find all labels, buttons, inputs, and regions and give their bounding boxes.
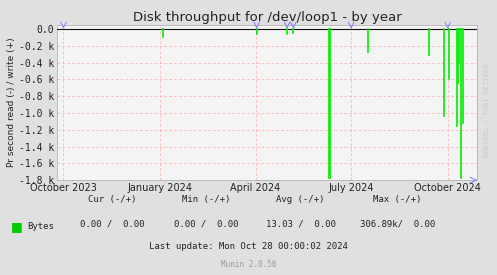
Text: 0.00 /  0.00: 0.00 / 0.00	[80, 220, 144, 229]
Text: 0.00 /  0.00: 0.00 / 0.00	[174, 220, 239, 229]
Text: Avg (-/+): Avg (-/+)	[276, 195, 325, 204]
Text: 306.89k/  0.00: 306.89k/ 0.00	[360, 220, 435, 229]
Text: Last update: Mon Oct 28 00:00:02 2024: Last update: Mon Oct 28 00:00:02 2024	[149, 242, 348, 251]
Text: Munin 2.0.56: Munin 2.0.56	[221, 260, 276, 269]
Y-axis label: Pr second read (-) / write (+): Pr second read (-) / write (+)	[7, 38, 16, 167]
Text: Max (-/+): Max (-/+)	[373, 195, 422, 204]
Text: RRDTOOL / TOBI OETIKER: RRDTOOL / TOBI OETIKER	[484, 63, 490, 157]
Text: Min (-/+): Min (-/+)	[182, 195, 231, 204]
Text: Bytes: Bytes	[27, 222, 54, 231]
Text: 13.03 /  0.00: 13.03 / 0.00	[266, 220, 335, 229]
Title: Disk throughput for /dev/loop1 - by year: Disk throughput for /dev/loop1 - by year	[133, 10, 402, 24]
Text: ■: ■	[11, 220, 23, 233]
Text: Cur (-/+): Cur (-/+)	[87, 195, 136, 204]
